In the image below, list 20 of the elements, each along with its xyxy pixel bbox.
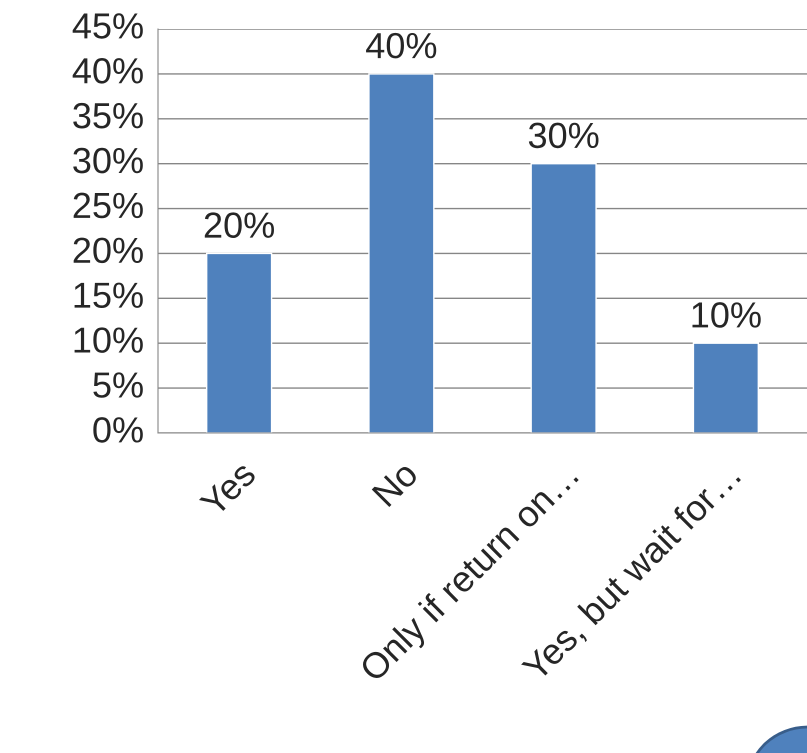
y-tick-label: 45% <box>72 13 143 39</box>
x-tick-label: No <box>372 460 420 508</box>
y-tick-label: 15% <box>74 282 143 308</box>
bar <box>368 73 435 433</box>
data-label: 20% <box>204 212 274 238</box>
data-label: 40% <box>366 32 436 58</box>
x-tick-label: Yes <box>198 460 257 518</box>
y-tick-label: 25% <box>74 192 143 218</box>
y-tick-label: 35% <box>73 102 143 128</box>
y-tick-label: 5% <box>93 372 143 398</box>
y-tick-label: 30% <box>73 148 143 174</box>
y-tick-label: 10% <box>74 327 143 353</box>
data-label: 10% <box>692 302 761 328</box>
data-label: 30% <box>528 122 598 148</box>
bar <box>206 252 272 433</box>
y-tick-label: 20% <box>74 238 143 264</box>
bar <box>692 342 760 433</box>
y-tick-label: 0% <box>93 417 143 443</box>
y-tick-label: 40% <box>72 58 143 84</box>
bar <box>530 162 597 433</box>
